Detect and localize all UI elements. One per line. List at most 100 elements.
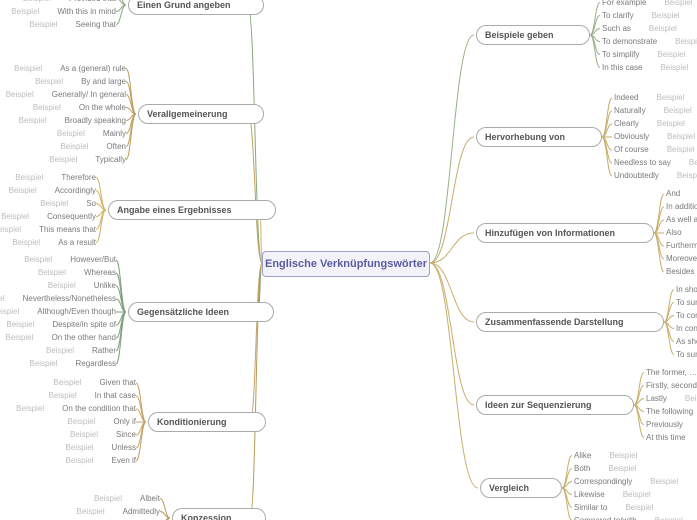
leaf-example-label: Beispiel: [60, 142, 88, 151]
leaf-example-label: Beispiel: [38, 268, 66, 277]
leaf-l2-0: BeispielTherefore: [15, 173, 96, 182]
leaf-example-label: Beispiel: [664, 106, 692, 115]
leaf-text: As well as: [666, 215, 697, 224]
leaf-example-label: Beispiel: [24, 255, 52, 264]
leaf-l1-6: BeispielOften: [60, 142, 126, 151]
leaf-r4-2: LastlyBeispiel: [646, 394, 697, 403]
leaf-r5-1: BothBeispiel: [574, 464, 636, 473]
leaf-text: At this time: [646, 433, 686, 442]
leaf-r4-1: Firstly, secondly, finallyBeispiel: [646, 381, 697, 390]
leaf-text: Obviously: [614, 132, 649, 141]
leaf-example-label: Beispiel: [66, 456, 94, 465]
leaf-l2-4: BeispielThis means that: [0, 225, 96, 234]
leaf-r0-3: To demonstrateBeispiel: [602, 37, 697, 46]
leaf-r4-3: The followingBeispiel: [646, 407, 697, 416]
leaf-example-label: Beispiel: [652, 11, 680, 20]
leaf-example-label: Beispiel: [689, 158, 697, 167]
leaf-text: Despite/in spite of: [52, 320, 116, 329]
leaf-text: Also: [666, 228, 682, 237]
leaf-text: In short: [676, 285, 697, 294]
leaf-example-label: Beispiel: [609, 451, 637, 460]
leaf-r3-1: To summariseBeispiel: [676, 298, 697, 307]
leaf-example-label: Beispiel: [94, 494, 122, 503]
leaf-r3-4: As shown aboveBeispiel: [676, 337, 697, 346]
leaf-example-label: Beispiel: [30, 359, 58, 368]
leaf-example-label: Beispiel: [67, 417, 95, 426]
leaf-text: Unless: [112, 443, 136, 452]
branch-l1: Verallgemeinerung: [138, 104, 264, 124]
leaf-l3-3: BeispielNevertheless/Nonetheless: [0, 294, 116, 303]
leaf-r0-5: In this caseBeispiel: [602, 63, 688, 72]
leaf-example-label: Beispiel: [12, 238, 40, 247]
leaf-example-label: Beispiel: [6, 90, 34, 99]
leaf-l1-4: BeispielBroadly speaking: [19, 116, 126, 125]
leaf-l1-0: BeispielAs a (general) rule: [14, 64, 126, 73]
leaf-text: To clarify: [602, 11, 634, 20]
leaf-r1-0: IndeedBeispiel: [614, 93, 684, 102]
leaf-l3-7: Beispiel Rather: [46, 346, 116, 355]
leaf-text: Such as: [602, 24, 631, 33]
leaf-text: Correspondingly: [574, 477, 632, 486]
leaf-text: Compared to/with: [574, 516, 637, 520]
leaf-example-label: Beispiel: [33, 103, 61, 112]
leaf-text: Regardless: [76, 359, 116, 368]
leaf-example-label: Beispiel: [608, 464, 636, 473]
leaf-text: On the other hand: [52, 333, 117, 342]
leaf-example-label: Beispiel: [46, 346, 74, 355]
branch-l0: Einen Grund angeben: [128, 0, 264, 15]
leaf-r4-0: The former, …the latterBeispiel: [646, 368, 697, 377]
leaf-l1-2: Beispiel Generally/ In general: [6, 90, 126, 99]
leaf-text: Although/Even though: [37, 307, 116, 316]
leaf-example-label: Beispiel: [677, 171, 697, 180]
leaf-example-label: Beispiel: [1, 212, 29, 221]
leaf-text: As shown above: [676, 337, 697, 346]
leaf-l1-5: Beispiel Mainly: [57, 129, 126, 138]
leaf-l3-5: BeispielDespite/in spite of: [6, 320, 116, 329]
leaf-text: Furthermore: [666, 241, 697, 250]
leaf-r2-4: FurthermoreBeispiel: [666, 241, 697, 250]
leaf-text: On the whole: [79, 103, 126, 112]
leaf-r2-2: As well asBeispiel: [666, 215, 697, 224]
leaf-text: Lastly: [646, 394, 667, 403]
leaf-example-label: Beispiel: [54, 378, 82, 387]
leaf-r3-2: To concludeBeispiel: [676, 311, 697, 320]
leaf-l0-1: BeispielProvided that: [23, 0, 116, 3]
leaf-r3-5: To sum upBeispiel: [676, 350, 697, 359]
leaf-text: Rather: [92, 346, 116, 355]
leaf-text: Generally/ In general: [52, 90, 126, 99]
leaf-l3-8: Beispiel Regardless: [30, 359, 116, 368]
leaf-text: Even if: [112, 456, 136, 465]
branch-r4: Ideen zur Sequenzierung: [476, 395, 634, 415]
branch-r5: Vergleich: [480, 478, 562, 498]
leaf-text: This means that: [39, 225, 96, 234]
leaf-text: Mainly: [103, 129, 126, 138]
leaf-l2-1: BeispielAccordingly: [9, 186, 96, 195]
leaf-l4-4: BeispielSince: [70, 430, 136, 439]
leaf-example-label: Beispiel: [625, 503, 653, 512]
leaf-r0-1: To clarify Beispiel: [602, 11, 680, 20]
leaf-example-label: Beispiel: [667, 145, 695, 154]
leaf-example-label: Beispiel: [655, 516, 683, 520]
branch-r1: Hervorhebung von: [476, 127, 602, 147]
leaf-text: As a (general) rule: [60, 64, 126, 73]
leaf-l1-7: BeispielTypically: [49, 155, 126, 164]
leaf-text: To conclude: [676, 311, 697, 320]
leaf-text: Besides: [666, 267, 694, 276]
leaf-text: Typically: [95, 155, 126, 164]
leaf-l2-3: BeispielConsequently: [1, 212, 96, 221]
leaf-l3-0: BeispielHowever/But: [24, 255, 116, 264]
leaf-example-label: Beispiel: [57, 129, 85, 138]
leaf-text: To summarise: [676, 298, 697, 307]
leaf-example-label: Beispiel: [23, 0, 51, 3]
leaf-l3-2: BeispielUnlike: [48, 281, 116, 290]
leaf-example-label: Beispiel: [664, 0, 692, 7]
leaf-text: Needless to say: [614, 158, 671, 167]
leaf-text: Firstly, secondly, finally: [646, 381, 697, 390]
leaf-text: In addition: [666, 202, 697, 211]
leaf-text: Given that: [100, 378, 136, 387]
leaf-example-label: Beispiel: [48, 281, 76, 290]
leaf-r0-2: Such asBeispiel: [602, 24, 677, 33]
leaf-l1-3: Beispiel On the whole: [33, 103, 126, 112]
leaf-text: Previously: [646, 420, 683, 429]
leaf-example-label: Beispiel: [656, 93, 684, 102]
